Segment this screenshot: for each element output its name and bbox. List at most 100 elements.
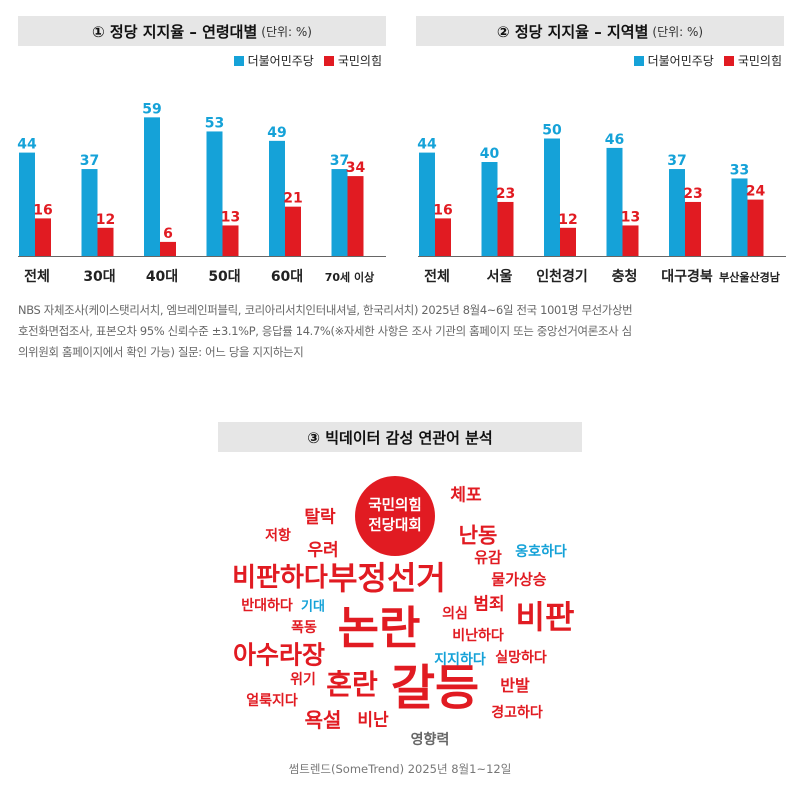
cloud-word: 반발 <box>500 676 530 695</box>
data-label: 23 <box>496 186 515 202</box>
cloud-center-line: 전당대회 <box>368 518 422 534</box>
data-label: 12 <box>96 212 115 228</box>
panel3-title: ③ 빅데이터 감성 연관어 분석 <box>307 428 493 447</box>
cloud-word: 유감 <box>474 548 502 567</box>
data-label: 49 <box>267 125 286 141</box>
category-label: 30대 <box>83 269 115 285</box>
legend-swatch-party-a <box>633 55 644 66</box>
cloud-word: 비판 <box>515 598 575 636</box>
cloud-word: 우려 <box>307 540 339 561</box>
data-label: 16 <box>433 202 452 218</box>
panel1-unit: (단위: %) <box>261 24 312 39</box>
bar-party-a <box>731 178 748 256</box>
bar-party-a <box>19 152 35 256</box>
survey-note-line: 호전화면접조사, 표본오차 95% 신뢰수준 ±3.1%P, 응답률 14.7%… <box>18 324 632 338</box>
category-label: 40대 <box>146 269 178 285</box>
bar-party-b <box>347 176 364 256</box>
cloud-word: 체포 <box>450 485 482 506</box>
legend-label-party-b: 국민의힘 <box>337 54 382 68</box>
cloud-word: 기대 <box>301 599 325 615</box>
category-label: 부산울산경남 <box>719 270 780 284</box>
bar-party-a <box>81 169 98 256</box>
data-label: 24 <box>746 184 766 200</box>
cloud-word: 지지하다 <box>434 652 486 668</box>
category-label: 전체 <box>24 268 50 285</box>
bar-party-b <box>497 201 514 256</box>
category-label: 60대 <box>271 269 303 285</box>
data-label: 50 <box>542 123 562 139</box>
legend-label-party-a: 더불어민주당 <box>247 54 314 68</box>
bar-party-b <box>97 227 114 256</box>
cloud-word: 의심 <box>442 606 468 622</box>
panel3-title-box: ③ 빅데이터 감성 연관어 분석 <box>218 422 582 452</box>
legend-swatch-party-b <box>723 55 734 66</box>
data-label: 13 <box>221 209 240 225</box>
cloud-word: 물가상승 <box>491 570 547 589</box>
data-label: 44 <box>417 137 437 153</box>
category-label: 충청 <box>612 269 638 285</box>
bar-party-b <box>747 199 764 256</box>
bar-party-a <box>144 117 160 256</box>
data-label: 16 <box>33 202 52 218</box>
panel2-unit: (단위: %) <box>652 24 704 39</box>
category-label: 인천경기 <box>536 268 588 285</box>
cloud-word: 얼룩지다 <box>246 693 298 709</box>
data-label: 59 <box>142 101 161 117</box>
cloud-word: 논란 <box>337 601 421 655</box>
category-label: 대구경북 <box>661 268 713 285</box>
data-label: 44 <box>17 137 37 153</box>
data-label: 21 <box>283 191 302 207</box>
category-label: 서울 <box>487 268 513 285</box>
survey-note: NBS 자체조사(케이스탯리서치, 엠브레인퍼블릭, 코리아리서치인터내셔널, … <box>18 300 788 363</box>
cloud-word: 반대하다 <box>241 598 293 614</box>
data-label: 46 <box>605 132 624 148</box>
category-label: 전체 <box>424 268 450 285</box>
cloud-word: 비난하다 <box>452 628 504 644</box>
bar-party-a <box>269 140 285 256</box>
bar-party-b <box>435 218 451 256</box>
cloud-word: 탈락 <box>304 507 336 528</box>
cloud-word: 옹호하다 <box>515 544 567 560</box>
data-label: 33 <box>730 162 749 178</box>
bar-party-a <box>419 152 435 256</box>
bar-party-b <box>685 201 701 256</box>
panel1-title: ① 정당 지지율 – 연령대별 <box>91 22 258 41</box>
bar-party-a <box>481 162 498 256</box>
legend-label-party-b: 국민의힘 <box>737 54 782 68</box>
bar-party-b <box>222 225 239 256</box>
panel2-title-box: ② 정당 지지율 – 지역별 (단위: %) <box>416 16 784 46</box>
bar-party-a <box>331 169 348 256</box>
legend-swatch-party-b <box>323 55 334 66</box>
survey-note-line: NBS 자체조사(케이스탯리서치, 엠브레인퍼블릭, 코리아리서치인터내셔널, … <box>18 303 633 317</box>
cloud-word: 경고하다 <box>491 705 543 721</box>
cloud-word: 갈등 <box>390 660 480 716</box>
data-label: 12 <box>558 212 577 228</box>
bar-party-a <box>669 169 685 256</box>
bar-party-b <box>285 206 301 256</box>
cloud-word: 비난 <box>357 710 389 731</box>
cloud-word: 폭동 <box>291 620 317 636</box>
panel1-title-box: ① 정당 지지율 – 연령대별 (단위: %) <box>18 16 386 46</box>
cloud-word: 난동 <box>458 523 498 548</box>
cloud-word: 비판하다 <box>232 563 328 593</box>
cloud-word: 실망하다 <box>495 650 547 666</box>
cloud-center-keyword: 국민의힘 전당대회 <box>355 476 435 556</box>
cloud-word: 위기 <box>290 672 316 688</box>
bar-party-a <box>606 147 623 256</box>
bar-party-a <box>544 138 560 256</box>
legend-item-party-b: 국민의힘 <box>323 52 382 69</box>
bar-party-b <box>622 225 639 256</box>
cloud-center-line: 국민의힘 <box>368 498 422 514</box>
category-label: 70세 이상 <box>325 270 375 284</box>
legend-label-party-a: 더불어민주당 <box>647 54 714 68</box>
age-bar-chart: 4416전체371230대59640대531350대492160대373470세… <box>17 101 386 285</box>
cloud-word: 범죄 <box>473 594 505 615</box>
region-bar-chart: 44 16 전체 40 23 서울 50 12 인천경기 46 13 충청 37 23 대구경북 33 24 부산… <box>417 123 786 285</box>
cloud-word: 영향력 <box>410 732 450 748</box>
survey-note-line: 의위원회 홈페이지에서 확인 가능) 질문: 어느 당을 지지하는지 <box>18 345 304 359</box>
cloud-word: 욕설 <box>304 708 342 732</box>
bar-party-b <box>35 218 51 256</box>
source-caption: 썸트렌드(SomeTrend) 2025년 8월1~12일 <box>288 762 512 776</box>
data-label: 37 <box>80 153 99 169</box>
panel2-legend: 더불어민주당 국민의힘 <box>624 52 782 69</box>
